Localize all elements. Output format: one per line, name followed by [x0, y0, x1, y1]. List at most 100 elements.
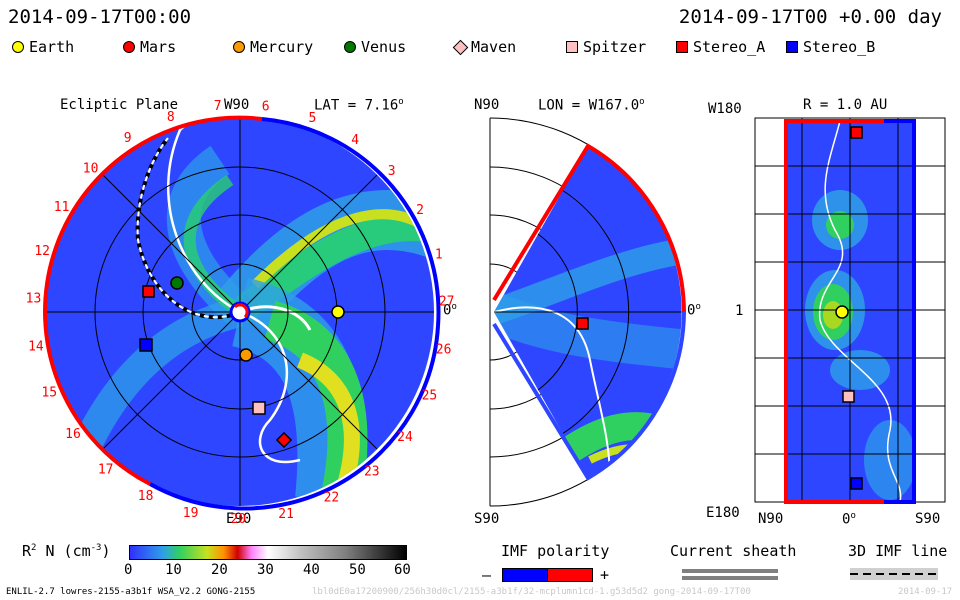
legend-spitzer: Spitzer — [566, 38, 646, 56]
meridional-lon-label: LON = W167.0o — [538, 97, 645, 114]
maven-marker — [275, 431, 293, 449]
sphere-x-mid: 0o — [842, 511, 856, 528]
legend-earth: Earth — [12, 38, 74, 56]
carrington-label: 25 — [422, 389, 438, 404]
carrington-label: 21 — [278, 507, 294, 522]
current-sheath-title: Current sheath — [670, 542, 797, 560]
carrington-label: 15 — [41, 385, 57, 400]
carrington-label: 7 — [214, 99, 222, 114]
mars-marker-icon — [123, 41, 135, 53]
legend-label: Spitzer — [583, 38, 647, 56]
carrington-label: 1 — [435, 247, 443, 262]
carrington-label: 10 — [83, 162, 99, 177]
earth-imf-line — [135, 136, 241, 320]
colorbar-label: R2 N (cm-3) — [22, 542, 111, 560]
imf-polarity-minus: – — [482, 566, 492, 584]
footer-model-info: ENLIL-2.7 lowres-2155-a3b1f WSA_V2.2 GON… — [6, 587, 256, 597]
legend-label: Venus — [361, 38, 407, 56]
stereo-a-marker — [142, 285, 155, 298]
carrington-label: 2 — [416, 203, 424, 218]
earth-marker-icon — [12, 41, 24, 53]
legend-label: Maven — [471, 38, 517, 56]
current-sheath-line — [682, 569, 778, 573]
legend-mars: Mars — [123, 38, 176, 56]
sphere-x-right: S90 — [915, 511, 941, 527]
sphere-x-left: N90 — [758, 511, 784, 527]
imf-polarity-negative-swatch — [502, 568, 548, 582]
colorbar-tick: 30 — [257, 562, 274, 578]
colorbar-tick: 40 — [303, 562, 320, 578]
legend-label: Mars — [140, 38, 177, 56]
sphere-bottom-left: E180 — [706, 505, 740, 521]
carrington-label: 8 — [167, 110, 175, 125]
colorbar-tick: 10 — [165, 562, 182, 578]
ecliptic-top-label: W90 — [224, 97, 250, 113]
run-time-title: 2014-09-17T00 +0.00 day — [678, 6, 942, 28]
strip-earth-marker — [835, 305, 849, 319]
sphere-top-left: W180 — [708, 101, 742, 117]
venus-marker-icon — [344, 41, 356, 53]
colorbar-tick: 50 — [349, 562, 366, 578]
stereo-b-marker — [139, 338, 153, 352]
sphere-mid-left: 1 — [735, 303, 744, 319]
legend-label: Earth — [29, 38, 75, 56]
venus-marker — [170, 276, 184, 290]
legend-stereo-b: Stereo_B — [786, 38, 875, 56]
spitzer-marker — [252, 401, 266, 415]
imf-polarity-title: IMF polarity — [501, 542, 610, 560]
ecliptic-lat-label: LAT = 7.16o — [314, 97, 404, 114]
strip-polarity-red — [784, 119, 884, 504]
footer-run-id: lbl0dE0a17200900/256h30d0cl/2155-a3b1f/3… — [312, 587, 751, 597]
stereo-a-marker-icon — [676, 41, 688, 53]
carrington-label: 18 — [138, 489, 154, 504]
strip-stereo-b-marker — [850, 477, 863, 490]
colorbar — [129, 545, 407, 560]
mercury-marker-icon — [233, 41, 245, 53]
legend-maven: Maven — [452, 38, 517, 56]
wedge-polarity-red — [492, 143, 686, 313]
legend-stereo-a: Stereo_A — [676, 38, 765, 56]
density-structures — [66, 118, 434, 505]
carrington-label: 16 — [65, 427, 81, 442]
carrington-label: 6 — [262, 100, 270, 115]
carrington-label: 20 — [230, 512, 246, 527]
carrington-label: 14 — [28, 339, 44, 354]
ecliptic-bottom-label: E90 — [226, 511, 252, 527]
meridional-top-left: N90 — [474, 97, 500, 113]
strip-spitzer-marker — [842, 390, 855, 403]
colorbar-tick: 0 — [124, 562, 133, 578]
spitzer-marker-icon — [566, 41, 578, 53]
mercury-marker — [239, 348, 253, 362]
sphere-grid — [755, 118, 945, 502]
carrington-label: 27 — [439, 295, 455, 310]
imf-polarity-positive-swatch — [547, 568, 593, 582]
imf-line-swatch — [850, 568, 938, 580]
ecliptic-title: Ecliptic Plane — [60, 97, 179, 113]
carrington-label: 9 — [124, 131, 132, 146]
outer-polarity-arc-red — [43, 115, 263, 486]
carrington-label: 23 — [364, 465, 380, 480]
wedge-stereo-a-marker — [576, 317, 589, 330]
footer-date: 2014-09-17 — [898, 587, 953, 597]
legend-label: Stereo_B — [803, 38, 876, 56]
carrington-label: 5 — [308, 111, 316, 126]
carrington-label: 4 — [351, 133, 359, 148]
imf-polarity-plus: + — [600, 566, 610, 584]
carrington-label: 13 — [26, 291, 42, 306]
colorbar-tick: 60 — [394, 562, 411, 578]
imf-line-title: 3D IMF line — [848, 542, 948, 560]
carrington-label: 12 — [34, 244, 50, 259]
strip-polarity-blue — [884, 119, 916, 504]
colorbar-tick: 20 — [211, 562, 228, 578]
carrington-label: 24 — [397, 430, 413, 445]
carrington-label: 26 — [436, 343, 452, 358]
legend-venus: Venus — [344, 38, 406, 56]
wedge-polarity-blue — [492, 311, 686, 481]
earth-marker — [331, 305, 345, 319]
datetime-title: 2014-09-17T00:00 — [8, 6, 192, 28]
